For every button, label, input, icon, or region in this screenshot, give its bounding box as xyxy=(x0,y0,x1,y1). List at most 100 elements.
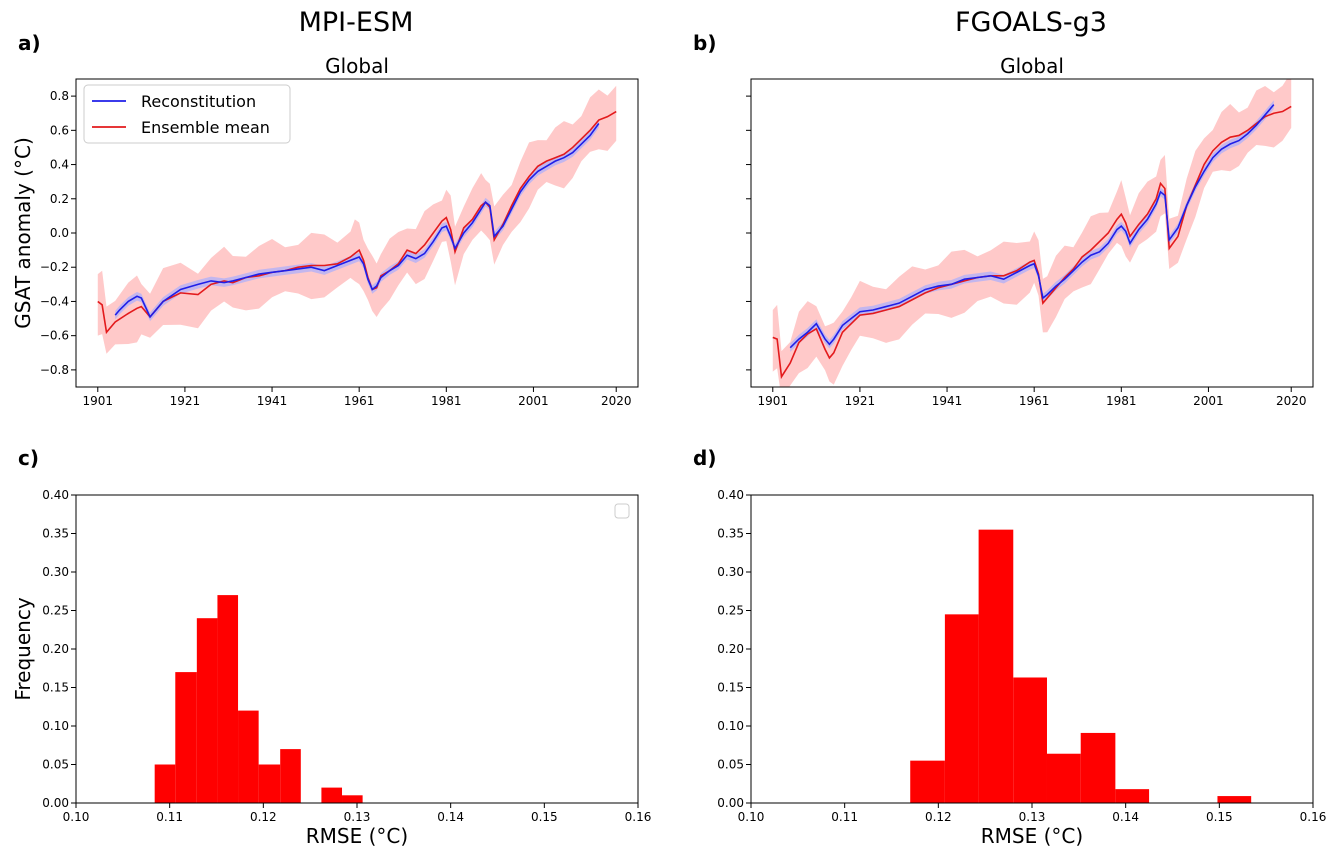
panel-d-bar xyxy=(978,529,1014,803)
panel-a-ytick-label: 0.0 xyxy=(50,226,69,240)
panel-c-bar xyxy=(217,595,239,803)
panel-b-title: Global xyxy=(1000,54,1064,78)
panel-a-xtick-label: 1941 xyxy=(257,394,288,408)
panel-c-chart: 0.10 0.11 0.12 0.13 0.14 0.15 0.16 0.00 0.05 0.10… xyxy=(11,488,651,848)
panel-b-xtick-label: 2001 xyxy=(1193,394,1224,408)
panel-b-xtick-label: 1901 xyxy=(758,394,789,408)
panel-c-xtick-label: 0.15 xyxy=(531,810,558,824)
panel-d-ytick-label: 0.05 xyxy=(717,758,744,772)
panel-c-ytick-label: 0.40 xyxy=(42,488,69,502)
panel-a-xtick-label: 1981 xyxy=(431,394,462,408)
panel-c-ytick-label: 0.10 xyxy=(42,719,69,733)
panel-a-legend-box xyxy=(83,84,291,144)
panel-c-xtick-label: 0.10 xyxy=(63,810,90,824)
panel-b-series-reconstitution xyxy=(789,104,1275,349)
panel-c-xtick-label: 0.11 xyxy=(156,810,183,824)
panel-a-ytick-label: −0.6 xyxy=(40,329,69,343)
panel-c-xtick-label: 0.12 xyxy=(250,810,277,824)
panel-b-chart: Global 1901 1921 1941 1961 1981 2001 2020 xyxy=(746,54,1314,408)
panel-b-xtick-label: 1921 xyxy=(845,394,876,408)
panel-d-ytick-label: 0.40 xyxy=(717,488,744,502)
panel-d-bar xyxy=(1013,677,1047,803)
panel-c-frame xyxy=(75,494,639,804)
panel-label-c: c) xyxy=(18,446,39,470)
panel-c-ytick-label: 0.05 xyxy=(42,758,69,772)
panel-c-bar xyxy=(175,672,197,803)
panel-b-series-ensemble-mean xyxy=(772,105,1292,380)
panel-d-bar xyxy=(1115,789,1150,803)
panel-a-xtick-label: 2001 xyxy=(518,394,549,408)
panel-b-xtick-label: 2020 xyxy=(1276,394,1307,408)
panel-c-ytick-label: 0.15 xyxy=(42,681,69,695)
panel-d-xlabel: RMSE (°C) xyxy=(981,824,1083,848)
panel-a-ytick-label: 0.2 xyxy=(50,192,69,206)
panel-a-ensemble-spread xyxy=(97,85,617,354)
panel-d-bar xyxy=(944,614,979,803)
panel-a-ytick-label: 0.4 xyxy=(50,158,69,172)
panel-b-xtick-label: 1961 xyxy=(1019,394,1050,408)
panel-c-xtick-label: 0.13 xyxy=(344,810,371,824)
panel-c-xlabel: RMSE (°C) xyxy=(306,824,408,848)
panel-d-xtick-label: 0.16 xyxy=(1300,810,1327,824)
panel-b-ensemble-spread xyxy=(772,79,1292,387)
panel-a-ylabel: GSAT anomaly (°C) xyxy=(11,137,35,329)
panel-c-xtick-label: 0.16 xyxy=(625,810,652,824)
panel-a-legend-label-reconstitution: Reconstitution xyxy=(141,92,256,111)
panel-c-ytick-label: 0.20 xyxy=(42,642,69,656)
panel-c-ytick-label: 0.35 xyxy=(42,527,69,541)
panel-c-empty-legend xyxy=(614,503,630,519)
panel-d-ytick-label: 0.20 xyxy=(717,642,744,656)
panel-b-xtick-label: 1941 xyxy=(932,394,963,408)
panel-c-ytick-label: 0.25 xyxy=(42,604,69,618)
panel-c-bar xyxy=(238,710,259,803)
panel-d-xtick-label: 0.12 xyxy=(925,810,952,824)
panel-label-b: b) xyxy=(693,31,716,55)
panel-a-chart: Global 1901 1921 1941 1961 1981 2001 2020 −0.8 −0… xyxy=(11,54,639,408)
panel-c-bar xyxy=(342,795,363,803)
panel-d-xtick-label: 0.10 xyxy=(738,810,765,824)
panel-a-xtick-label: 1921 xyxy=(170,394,201,408)
panel-d-xtick-label: 0.13 xyxy=(1019,810,1046,824)
panel-a-legend-label-ensemble-mean: Ensemble mean xyxy=(141,118,270,137)
panel-label-d: d) xyxy=(693,446,716,470)
panel-d-chart: 0.10 0.11 0.12 0.13 0.14 0.15 0.16 0.00 0.05 0.10… xyxy=(717,488,1326,848)
panel-a-ytick-label: −0.8 xyxy=(40,363,69,377)
panel-b-xtick-label: 1981 xyxy=(1106,394,1137,408)
panel-d-xtick-label: 0.14 xyxy=(1112,810,1139,824)
model-title-right: FGOALS-g3 xyxy=(955,7,1107,38)
panel-a-xtick-label: 1901 xyxy=(83,394,114,408)
panel-c-bar xyxy=(321,787,343,803)
panel-a-ytick-label: −0.2 xyxy=(40,260,69,274)
panel-a-ytick-label: 0.6 xyxy=(50,123,69,137)
model-title-left: MPI-ESM xyxy=(299,7,414,38)
panel-a-ytick-label: −0.4 xyxy=(40,294,69,308)
panel-a-series-reconstitution xyxy=(114,123,600,319)
panel-label-a: a) xyxy=(18,31,41,55)
panel-d-bar xyxy=(910,760,945,803)
panel-c-bar xyxy=(154,764,176,803)
panel-c-ylabel: Frequency xyxy=(11,597,35,700)
panel-d-ytick-label: 0.30 xyxy=(717,565,744,579)
panel-c-ytick-label: 0.30 xyxy=(42,565,69,579)
panel-b-reconstitution-band xyxy=(790,100,1274,352)
panel-d-bar xyxy=(1046,753,1081,803)
panel-d-ytick-label: 0.00 xyxy=(717,796,744,810)
panel-a-legend: Reconstitution Ensemble mean xyxy=(83,84,291,144)
panel-a-title: Global xyxy=(325,54,389,78)
panel-c-bar xyxy=(258,764,281,803)
panel-d-xtick-label: 0.15 xyxy=(1206,810,1233,824)
panel-c-xtick-label: 0.14 xyxy=(437,810,464,824)
panel-c-ytick-label: 0.00 xyxy=(42,796,69,810)
panel-d-ytick-label: 0.15 xyxy=(717,681,744,695)
panel-d-ytick-label: 0.35 xyxy=(717,527,744,541)
panel-d-xtick-label: 0.11 xyxy=(831,810,858,824)
panel-d-bar xyxy=(1080,732,1116,803)
panel-d-ytick-label: 0.25 xyxy=(717,604,744,618)
panel-a-ytick-label: 0.8 xyxy=(50,89,69,103)
panel-a-xtick-label: 1961 xyxy=(344,394,375,408)
panel-c-bar xyxy=(280,749,301,803)
panel-d-ytick-label: 0.10 xyxy=(717,719,744,733)
panel-a-xtick-label: 2020 xyxy=(601,394,632,408)
panel-c-bar xyxy=(196,618,218,803)
